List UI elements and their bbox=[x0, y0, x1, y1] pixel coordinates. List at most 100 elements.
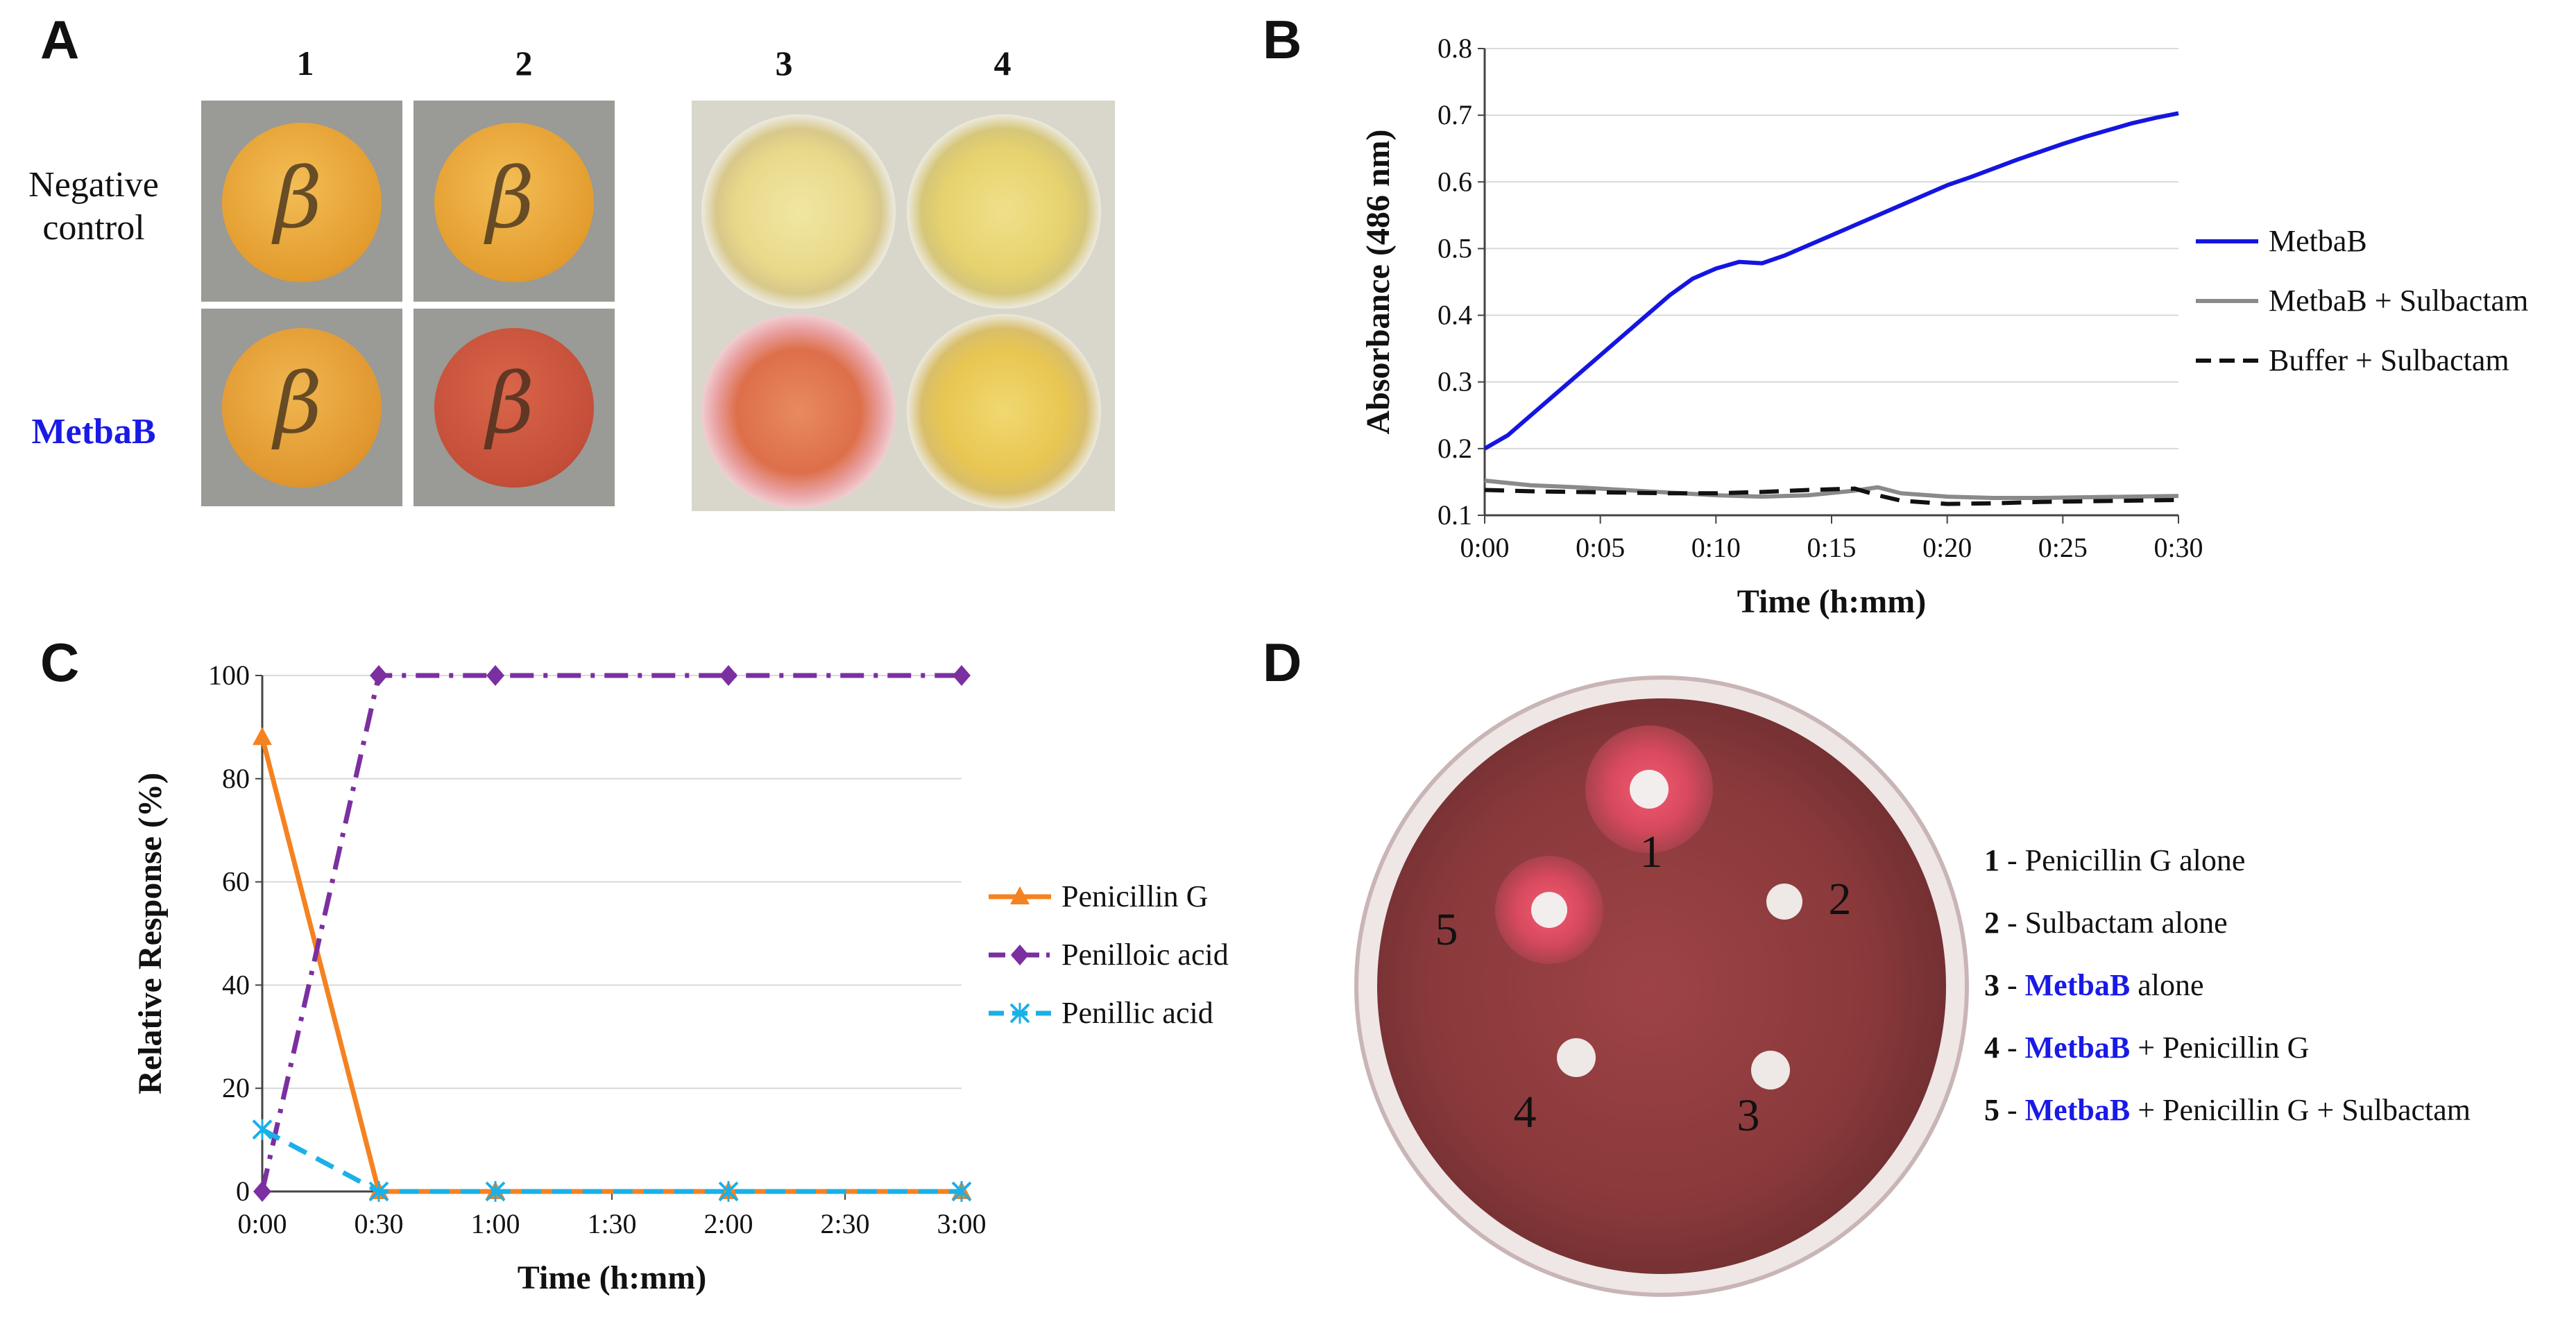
x-tick-label: 0:20 bbox=[1922, 532, 1972, 563]
legend-swatch-marker bbox=[1011, 945, 1029, 965]
data-point-0 bbox=[253, 727, 272, 746]
nitrocefin-disc bbox=[434, 123, 594, 282]
x-axis-title: Time (h:mm) bbox=[518, 1259, 706, 1296]
well-3-top bbox=[701, 114, 896, 309]
row-label-metbab: MetbaB bbox=[31, 412, 156, 451]
row-label-negative-control: Negative control bbox=[7, 164, 180, 250]
x-tick-label: 0:10 bbox=[1691, 532, 1741, 563]
legend-swatch bbox=[2196, 239, 2258, 243]
beta-symbol: β bbox=[274, 150, 323, 247]
plate-label-3: 3 bbox=[1737, 1090, 1760, 1141]
y-tick-label: 0.5 bbox=[1438, 232, 1472, 264]
x-tick-label: 0:30 bbox=[354, 1208, 403, 1239]
plate-legend-item-1: 1 - Penicillin G alone bbox=[1984, 843, 2246, 877]
legend-swatch bbox=[2196, 359, 2258, 363]
y-tick-label: 80 bbox=[222, 763, 250, 794]
y-tick-label: 20 bbox=[222, 1072, 250, 1103]
panel-b-letter: B bbox=[1263, 9, 1302, 70]
x-tick-label: 0:00 bbox=[237, 1208, 287, 1239]
plate-label-1: 1 bbox=[1640, 827, 1663, 877]
legend-label: Buffer + Sulbactam bbox=[2269, 343, 2509, 377]
disc-2 bbox=[1766, 884, 1802, 920]
legend-swatch-marker bbox=[1010, 886, 1030, 904]
panel-a-letter: A bbox=[40, 9, 80, 70]
plate-legend-item-3: 3 - MetbaB alone bbox=[1984, 968, 2204, 1002]
data-point-2 bbox=[368, 1181, 389, 1202]
data-point-1 bbox=[486, 665, 504, 686]
plate-label-4: 4 bbox=[1514, 1087, 1537, 1137]
panel-a-col-label-1: 1 bbox=[296, 44, 314, 83]
y-tick-label: 0.8 bbox=[1438, 33, 1472, 64]
plate-label-5: 5 bbox=[1435, 904, 1458, 955]
row-label-negative-line2: control bbox=[42, 208, 145, 248]
panel-a-col-label-4: 4 bbox=[993, 44, 1012, 83]
data-point-2 bbox=[718, 1181, 739, 1202]
series-line-2 bbox=[1484, 486, 2179, 506]
nitrocefin-disc-hydrolyzed bbox=[434, 328, 594, 488]
disc-tile-metbab-1: β bbox=[201, 309, 402, 506]
beta-symbol: β bbox=[486, 356, 535, 452]
series-line-0 bbox=[259, 737, 962, 1194]
data-point-1 bbox=[719, 665, 737, 686]
disc-1 bbox=[1630, 770, 1669, 809]
agar-plate: 1 2 3 4 5 bbox=[1354, 675, 1969, 1297]
y-tick-label: 0.6 bbox=[1438, 166, 1472, 197]
legend-swatch bbox=[989, 945, 1051, 965]
y-tick-label: 0.7 bbox=[1438, 99, 1472, 130]
y-tick-label: 0.3 bbox=[1438, 366, 1472, 397]
series-line-0 bbox=[1483, 111, 2179, 451]
chart-b-svg: 0.1 0.2 0.3 0.4 0.5 0.6 0.7 0.8 0:00 0:05 0:10 0:15… bbox=[1360, 33, 2203, 620]
x-tick-label: 0:15 bbox=[1807, 532, 1856, 563]
x-tick-label: 0:00 bbox=[1460, 532, 1509, 563]
legend-label: Penicillin G bbox=[1061, 879, 1209, 913]
x-tick-label: 0:25 bbox=[2038, 532, 2088, 563]
well-4-top bbox=[907, 114, 1101, 309]
disc-5 bbox=[1531, 892, 1567, 928]
beta-symbol: β bbox=[486, 150, 535, 247]
legend-label: Penillic acid bbox=[1061, 996, 1213, 1030]
panel-c-letter: C bbox=[40, 632, 80, 693]
legend-label: MetbaB + Sulbactam bbox=[2269, 284, 2529, 318]
data-point-2 bbox=[951, 1181, 972, 1202]
y-tick-label: 40 bbox=[222, 969, 250, 1000]
well-3-bottom bbox=[701, 314, 896, 508]
x-tick-label: 0:30 bbox=[2153, 532, 2203, 563]
disc-tile-negative-1: β bbox=[201, 101, 402, 302]
plate-legend-item-4: 4 - MetbaB + Penicillin G bbox=[1984, 1031, 2310, 1065]
chart-c-svg: 0 20 40 60 80 100 0:00 0:30 1:00 1:30 2:00 2:30 3:00… bbox=[132, 660, 987, 1296]
plate-label-2: 2 bbox=[1829, 874, 1852, 924]
legend-swatch bbox=[989, 1003, 1051, 1024]
legend-swatch bbox=[989, 886, 1051, 904]
nitrocefin-disc bbox=[222, 123, 382, 282]
legend-label: Penilloic acid bbox=[1061, 938, 1229, 972]
y-tick-label: 0.4 bbox=[1438, 300, 1472, 331]
y-tick-label: 0.2 bbox=[1438, 433, 1472, 464]
y-tick-label: 0.1 bbox=[1438, 499, 1472, 531]
x-tick-label: 2:30 bbox=[820, 1208, 869, 1239]
x-axis-title: Time (h:mm) bbox=[1737, 583, 1926, 620]
well-plate-photo bbox=[692, 101, 1115, 511]
x-tick-label: 1:30 bbox=[587, 1208, 636, 1239]
disc-4 bbox=[1557, 1038, 1596, 1077]
well-4-bottom bbox=[907, 314, 1101, 508]
legend-swatch-marker bbox=[1009, 1003, 1030, 1024]
data-point-1 bbox=[253, 1181, 271, 1202]
disc-tile-negative-2: β bbox=[413, 101, 615, 302]
data-point-2 bbox=[485, 1181, 506, 1202]
beta-symbol: β bbox=[274, 356, 323, 452]
x-tick-label: 1:00 bbox=[470, 1208, 520, 1239]
plate-agar bbox=[1377, 698, 1946, 1274]
y-axis-title: Relative Response (%) bbox=[132, 773, 169, 1094]
data-point-1 bbox=[953, 665, 971, 686]
y-tick-label: 100 bbox=[208, 660, 250, 691]
y-tick-label: 60 bbox=[222, 866, 250, 897]
disc-tile-metbab-2: β bbox=[413, 309, 615, 506]
row-label-negative-line1: Negative bbox=[28, 165, 159, 205]
series-line-1 bbox=[259, 673, 962, 1192]
x-tick-label: 0:05 bbox=[1576, 532, 1625, 563]
x-tick-label: 3:00 bbox=[937, 1208, 986, 1239]
plate-legend-item-5: 5 - MetbaB + Penicillin G + Sulbactam bbox=[1984, 1093, 2471, 1127]
legend-label: MetbaB bbox=[2269, 224, 2367, 258]
disc-3 bbox=[1751, 1051, 1790, 1090]
data-point-2 bbox=[252, 1119, 273, 1140]
